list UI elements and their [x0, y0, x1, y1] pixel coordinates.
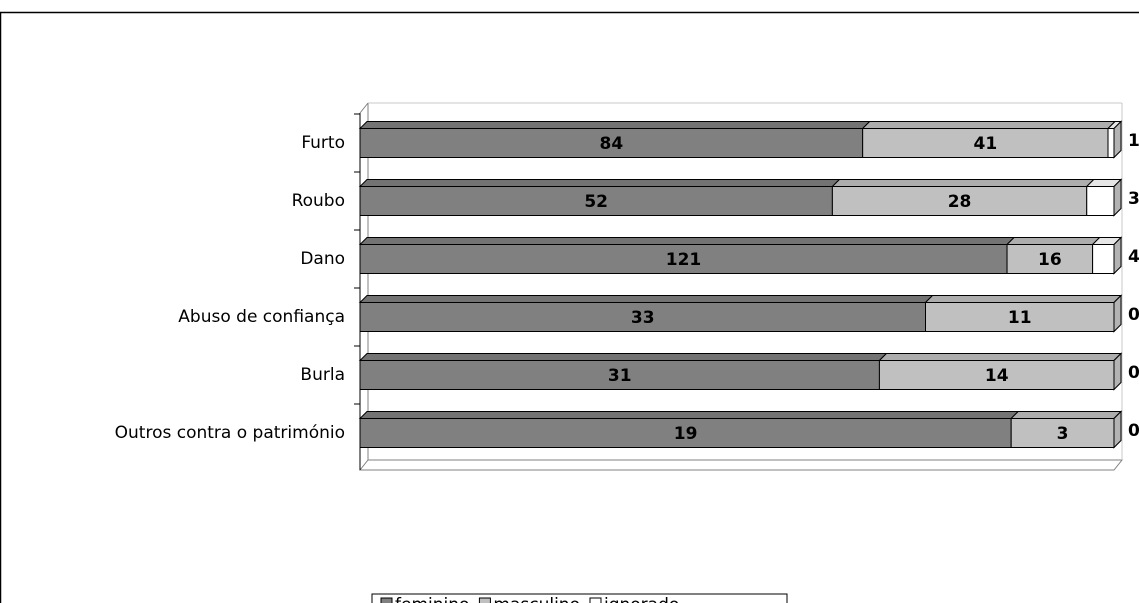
data-label: 28 [948, 192, 972, 212]
legend-label: ignorado [604, 595, 679, 603]
y-tick-label: Burla [300, 365, 345, 385]
y-tick-label: Abuso de confiança [178, 307, 345, 327]
bar [359, 128, 864, 158]
data-label: 31 [608, 366, 632, 386]
legend [371, 593, 788, 603]
y-tick-label: Furto [301, 133, 345, 153]
bar-side [1113, 178, 1122, 217]
data-label: 0 [1128, 305, 1139, 325]
bar-top [1009, 411, 1123, 419]
axis-line [359, 102, 369, 114]
bar-top [831, 179, 1095, 187]
bar-top [358, 121, 871, 129]
data-label: 11 [1008, 308, 1032, 328]
bar-top [358, 411, 1020, 419]
bar-side [1113, 294, 1122, 333]
bar-top [358, 179, 841, 187]
legend-swatch [589, 597, 602, 603]
bar-top [358, 237, 1016, 245]
bar [1006, 244, 1094, 274]
data-label: 33 [631, 308, 655, 328]
bar-top [878, 353, 1123, 361]
bar-top [358, 353, 888, 361]
bar-top [1005, 237, 1101, 245]
bar [1092, 244, 1115, 274]
legend-swatch [478, 597, 491, 603]
legend-label: feminino [395, 595, 469, 603]
y-tick-label: Outros contra o património [115, 423, 345, 443]
bar-top [358, 295, 934, 303]
bar [831, 186, 1088, 216]
bar-top [861, 121, 1117, 129]
legend-swatch [380, 597, 393, 603]
bar [878, 360, 1115, 390]
bar [359, 360, 880, 390]
data-label: 41 [974, 134, 998, 154]
data-label: 3 [1057, 424, 1069, 444]
bar-side [1113, 410, 1122, 449]
data-label: 0 [1128, 421, 1139, 441]
legend-label: masculino [493, 595, 580, 603]
bar-side [1113, 120, 1122, 159]
bar [359, 302, 926, 332]
bar [1086, 186, 1115, 216]
bar [925, 302, 1115, 332]
data-label: 84 [599, 134, 623, 154]
y-tick-label: Dano [300, 249, 345, 269]
data-label: 1 [1128, 131, 1139, 151]
data-label: 3 [1128, 189, 1139, 209]
bar [359, 186, 833, 216]
bar [1107, 128, 1115, 158]
data-label: 121 [666, 250, 702, 270]
data-label: 4 [1128, 247, 1139, 267]
bar-side [1113, 352, 1122, 391]
bar [862, 128, 1109, 158]
y-tick-label: Roubo [292, 191, 345, 211]
bar-top [924, 295, 1123, 303]
data-label: 52 [584, 192, 608, 212]
data-label: 0 [1128, 363, 1139, 383]
bar-side [1113, 236, 1122, 275]
data-label: 14 [985, 366, 1009, 386]
data-label: 19 [674, 424, 698, 444]
data-label: 16 [1038, 250, 1062, 270]
